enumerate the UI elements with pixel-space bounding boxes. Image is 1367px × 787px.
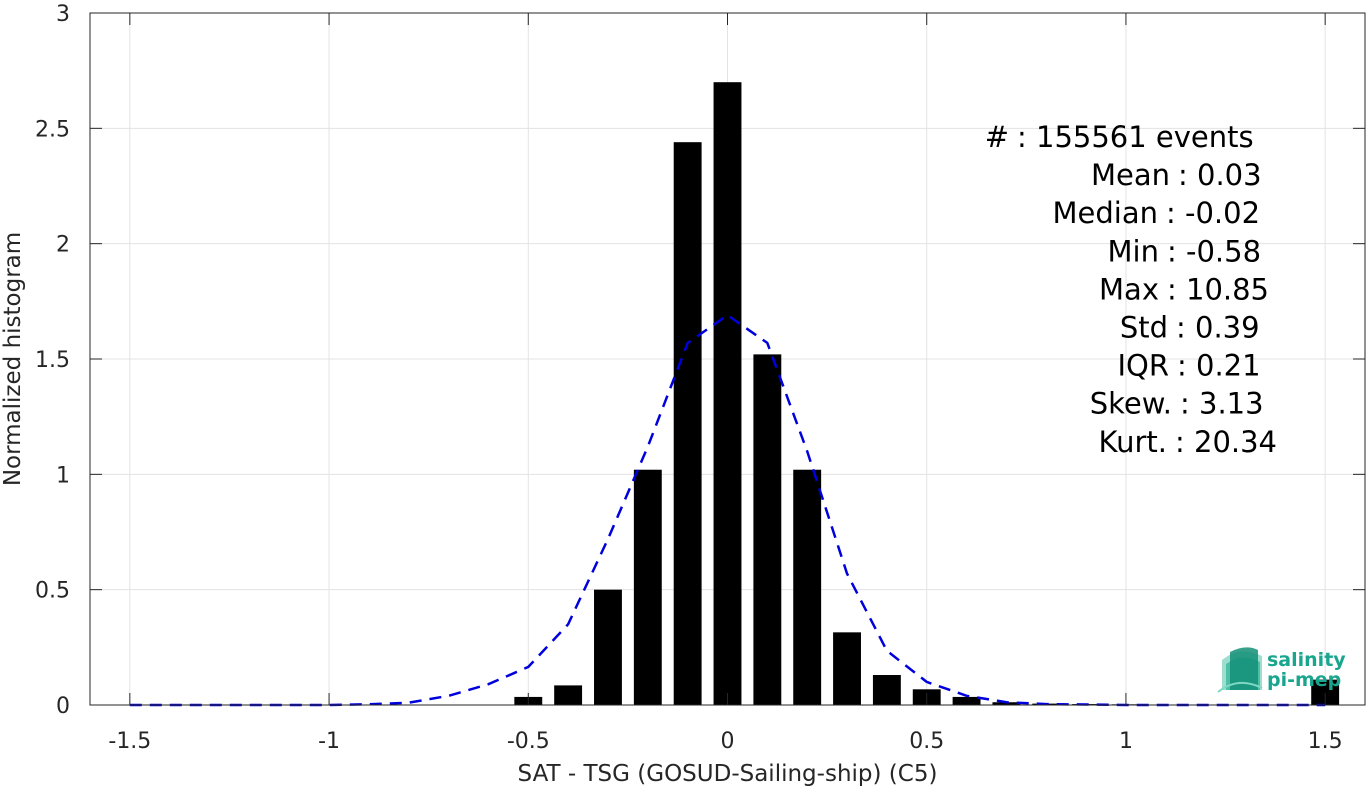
y-tick-label-6: 3 [56,2,70,27]
x-tick-label-6: 1.5 [1308,729,1343,754]
stats-box: # : 155561 events Mean: 0.03 Median: -0.02… [985,120,1277,459]
y-tick-label-1: 0.5 [35,579,70,604]
x-tick-labels: -1.5 -1 -0.5 0 0.5 1 1.5 [108,729,1342,754]
logo-line1: salinity [1267,649,1346,671]
stat-value-2: : -0.02 [1166,196,1260,230]
x-tick-label-0: -1.5 [108,729,151,754]
bar-12 [594,589,622,705]
x-tick-label-5: 1 [1119,729,1133,754]
stat-value-1: : 0.03 [1178,158,1262,192]
salinity-wave-icon [1217,647,1263,693]
axes-frame [89,12,1366,706]
x-tick-label-1: -1 [318,729,340,754]
x-tick-label-4: 0.5 [909,729,944,754]
bar-11 [554,685,583,705]
y-tick-label-0: 0 [56,694,70,719]
x-tick-label-3: 0 [721,729,735,754]
stat-label-5: Std [1120,311,1168,345]
x-axis-label: SAT - TSG (GOSUD-Sailing-ship) (C5) [518,761,938,787]
stat-value-4: : 10.85 [1167,272,1269,306]
bar-21 [952,696,981,705]
stat-value-0: : 155561 events [1017,120,1254,154]
stat-value-8: : 20.34 [1175,425,1277,459]
logo-line2: pi-mep [1267,669,1341,691]
stat-value-6: : 0.21 [1177,349,1261,383]
bar-19 [872,675,901,705]
stat-label-0: # [985,120,1009,154]
y-tick-label-2: 1 [56,463,70,488]
stat-value-3: : -0.58 [1167,234,1261,268]
stat-label-2: Median [1053,196,1158,230]
stat-label-3: Min [1108,234,1159,268]
salinity-pi-mep-logo: salinity pi-mep [1217,647,1346,693]
y-axis-label: Normalized histogram [0,232,26,486]
y-tick-label-5: 2.5 [35,117,70,142]
y-tick-label-3: 1.5 [35,348,70,373]
x-tick-label-2: -0.5 [507,729,550,754]
stat-label-8: Kurt. [1099,425,1167,459]
stat-label-1: Mean [1091,158,1170,192]
bar-18 [833,632,861,705]
y-tick-label-4: 2 [56,233,70,258]
stat-label-7: Skew. [1090,387,1172,421]
stat-label-4: Max [1099,272,1159,306]
histogram-bars [514,82,1340,705]
bar-15 [713,82,742,705]
bar-17 [793,469,822,705]
y-tick-labels: 0 0.5 1 1.5 2 2.5 3 [35,2,70,719]
bar-14 [673,142,702,705]
stat-value-5: : 0.39 [1176,311,1260,345]
bar-13 [633,469,662,705]
stat-label-6: IQR [1117,349,1169,383]
bar-22 [992,702,1021,705]
bar-16 [753,354,782,705]
stat-value-7: : 3.13 [1180,387,1264,421]
